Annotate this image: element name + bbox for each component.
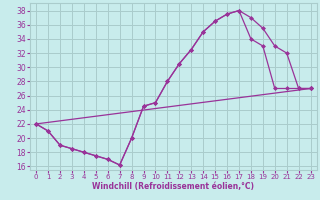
X-axis label: Windchill (Refroidissement éolien,°C): Windchill (Refroidissement éolien,°C) <box>92 182 254 191</box>
